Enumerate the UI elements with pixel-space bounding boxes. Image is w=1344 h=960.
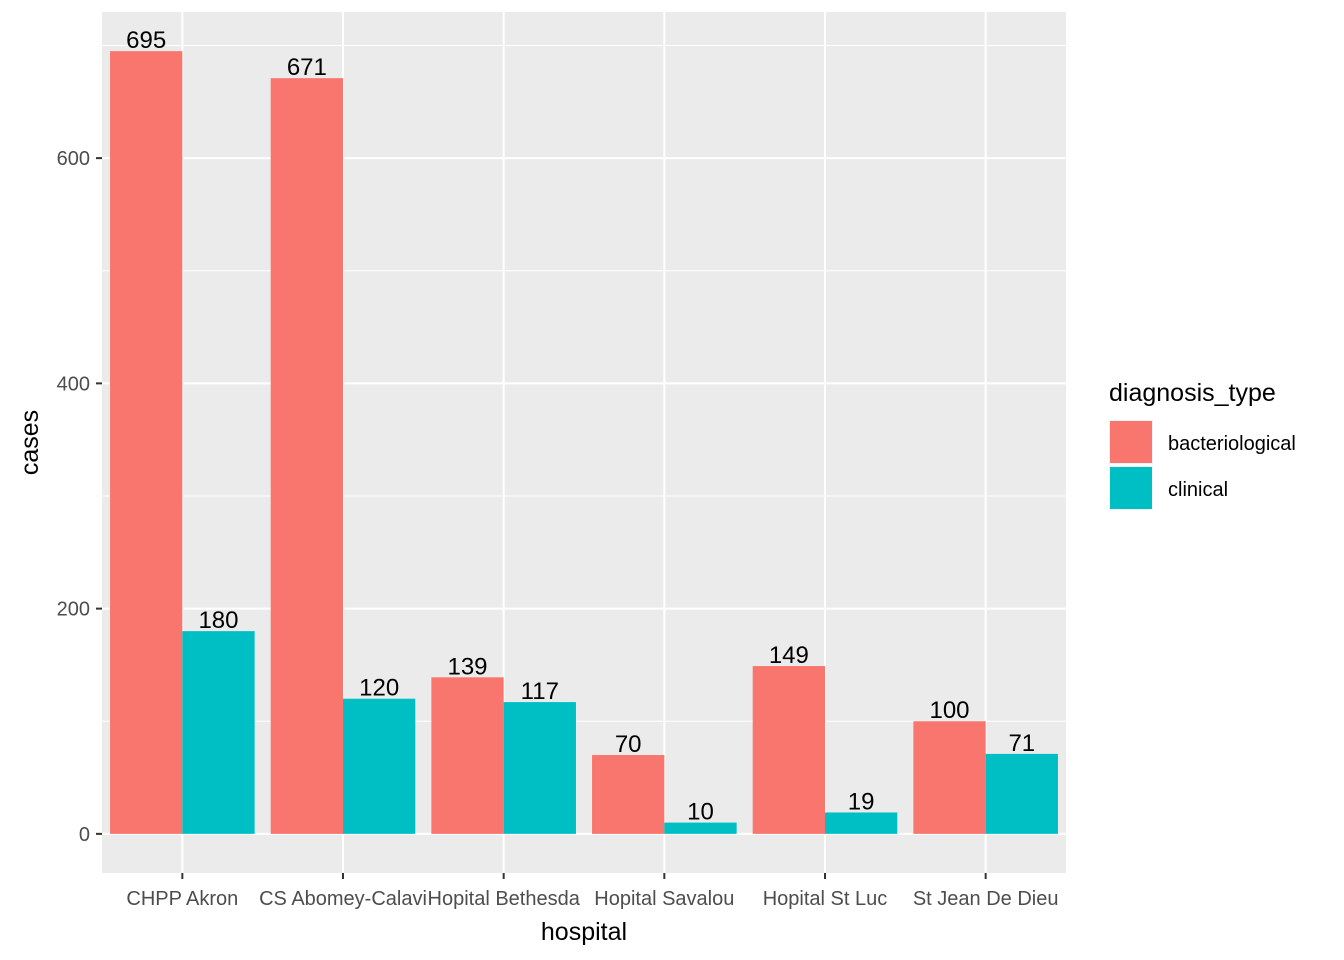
bar-value-label: 117	[521, 678, 559, 705]
bar-bacteriological	[110, 51, 183, 834]
legend: diagnosis_type bacteriological clinical	[1109, 379, 1296, 510]
bar-labels: 695 671 139 70 149 100 180 120 117 10 19 71	[126, 27, 1035, 825]
legend-label: bacteriological	[1168, 433, 1296, 455]
bar-value-label: 671	[287, 54, 327, 81]
y-tick-label: 200	[57, 599, 90, 621]
bar-clinical	[343, 698, 416, 834]
y-axis-title: cases	[16, 410, 44, 475]
legend-key-bacteriological	[1110, 421, 1152, 463]
bar-clinical	[985, 753, 1058, 834]
bar-value-label: 10	[687, 799, 714, 826]
legend-key-clinical	[1110, 467, 1152, 509]
bar-value-label: 100	[929, 697, 969, 724]
legend-title: diagnosis_type	[1109, 379, 1276, 407]
bar-clinical	[664, 822, 737, 834]
y-tick-label: 400	[57, 373, 90, 395]
bar-value-label: 70	[615, 731, 642, 758]
x-tick-label: CHPP Akron	[126, 888, 238, 910]
x-axis: CHPP Akron CS Abomey-Calavi Hopital Bethes…	[126, 873, 1058, 910]
x-tick-label: Hopital Bethesda	[428, 888, 581, 910]
y-tick-label: 600	[57, 148, 90, 170]
x-tick-label: Hopital St Luc	[763, 888, 888, 910]
bar-value-label: 71	[1008, 730, 1035, 757]
bar-clinical	[503, 702, 576, 834]
legend-label: clinical	[1168, 479, 1228, 501]
bar-bacteriological	[592, 755, 665, 834]
bar-clinical	[825, 812, 898, 834]
bar-value-label: 139	[447, 653, 487, 680]
bars	[110, 51, 1058, 834]
grid-minor	[102, 45, 1066, 722]
bar-bacteriological	[431, 677, 504, 834]
y-axis: 0 200 400 600	[57, 148, 102, 846]
y-tick-label: 0	[79, 824, 90, 846]
bar-value-label: 149	[769, 642, 809, 669]
x-tick-label: Hopital Savalou	[594, 888, 734, 910]
x-tick-label: St Jean De Dieu	[913, 888, 1059, 910]
bar-value-label: 695	[126, 27, 166, 54]
bar-clinical	[182, 631, 255, 834]
plot-panel	[102, 12, 1066, 873]
bar-value-label: 180	[198, 607, 238, 634]
bar-bacteriological	[752, 666, 825, 834]
x-tick-label: CS Abomey-Calavi	[259, 888, 427, 910]
x-axis-title: hospital	[541, 918, 627, 946]
bar-value-label: 120	[359, 675, 399, 702]
bar-bacteriological	[913, 721, 986, 834]
bar-bacteriological	[270, 78, 343, 834]
bar-value-label: 19	[848, 788, 875, 815]
